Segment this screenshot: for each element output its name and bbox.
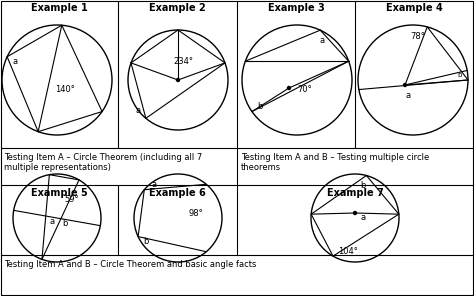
Text: Example 6: Example 6 [149, 188, 206, 198]
Text: Example 1: Example 1 [31, 3, 87, 13]
Text: Example 7: Example 7 [327, 188, 384, 198]
Text: a: a [13, 57, 18, 66]
Text: a: a [360, 213, 365, 223]
Text: 78°: 78° [410, 32, 425, 41]
Circle shape [354, 212, 356, 215]
Text: Example 2: Example 2 [149, 3, 206, 13]
Text: Testing Item A and B – Circle Theorem and basic angle facts: Testing Item A and B – Circle Theorem an… [4, 260, 256, 269]
Text: 70°: 70° [298, 86, 312, 94]
Text: 98°: 98° [189, 208, 203, 218]
Text: a: a [135, 106, 140, 115]
Text: a: a [319, 36, 325, 45]
Text: 234°: 234° [173, 57, 193, 67]
Text: 59°: 59° [64, 195, 79, 205]
Circle shape [403, 83, 407, 86]
Text: a: a [152, 180, 157, 189]
Text: 104°: 104° [338, 247, 358, 256]
Text: a: a [405, 91, 410, 99]
Text: a: a [49, 216, 55, 226]
Circle shape [176, 78, 180, 81]
Text: Example 4: Example 4 [386, 3, 443, 13]
Text: b: b [458, 72, 462, 78]
Text: b: b [257, 102, 263, 111]
Text: b: b [144, 237, 149, 246]
Text: Testing Item A – Circle Theorem (including all 7
multiple representations): Testing Item A – Circle Theorem (includi… [4, 153, 202, 172]
Text: Testing Item A and B – Testing multiple circle
theorems: Testing Item A and B – Testing multiple … [241, 153, 429, 172]
Circle shape [288, 86, 291, 89]
Text: b: b [361, 181, 366, 190]
Text: Example 3: Example 3 [268, 3, 324, 13]
Text: Example 5: Example 5 [31, 188, 87, 198]
Text: 140°: 140° [55, 86, 75, 94]
Text: b: b [62, 218, 68, 228]
